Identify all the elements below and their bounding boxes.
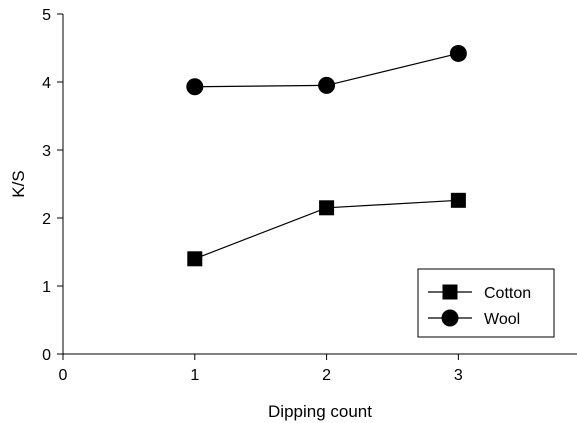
data-point-wool (449, 44, 467, 62)
y-tick-label: 4 (42, 75, 51, 92)
x-axis-title: Dipping count (268, 402, 372, 421)
legend-marker-cotton (442, 284, 458, 300)
data-point-cotton (450, 192, 466, 208)
x-ticks: 0 1 2 3 (59, 354, 463, 384)
y-tick-label: 2 (42, 211, 51, 228)
series-layer (186, 44, 467, 267)
legend-label-wool: Wool (484, 311, 520, 328)
legend-item-wool: Wool (428, 309, 520, 328)
y-tick-label: 3 (42, 143, 51, 160)
y-tick-label: 0 (42, 347, 51, 364)
legend: Cotton Wool (417, 268, 555, 338)
legend-box (417, 268, 555, 338)
y-tick-label: 5 (42, 7, 51, 24)
legend-item-cotton: Cotton (428, 284, 531, 302)
y-ticks: 0 1 2 3 4 5 (42, 7, 63, 364)
x-tick-label: 1 (190, 367, 199, 384)
x-tick-label: 2 (322, 367, 331, 384)
x-tick-label: 0 (59, 367, 68, 384)
axes: 0 1 2 3 0 1 2 3 4 5 (42, 7, 577, 384)
legend-label-cotton: Cotton (484, 285, 531, 302)
legend-marker-wool (441, 309, 459, 327)
series-wool (186, 44, 467, 96)
data-point-cotton (319, 200, 335, 216)
y-axis-title: K/S (9, 170, 28, 197)
series-cotton (187, 192, 466, 267)
legend-items: Cotton Wool (428, 284, 531, 328)
data-point-cotton (187, 251, 203, 267)
data-point-wool (318, 76, 336, 94)
x-tick-label: 3 (454, 367, 463, 384)
y-tick-label: 1 (42, 279, 51, 296)
data-point-wool (186, 78, 204, 96)
